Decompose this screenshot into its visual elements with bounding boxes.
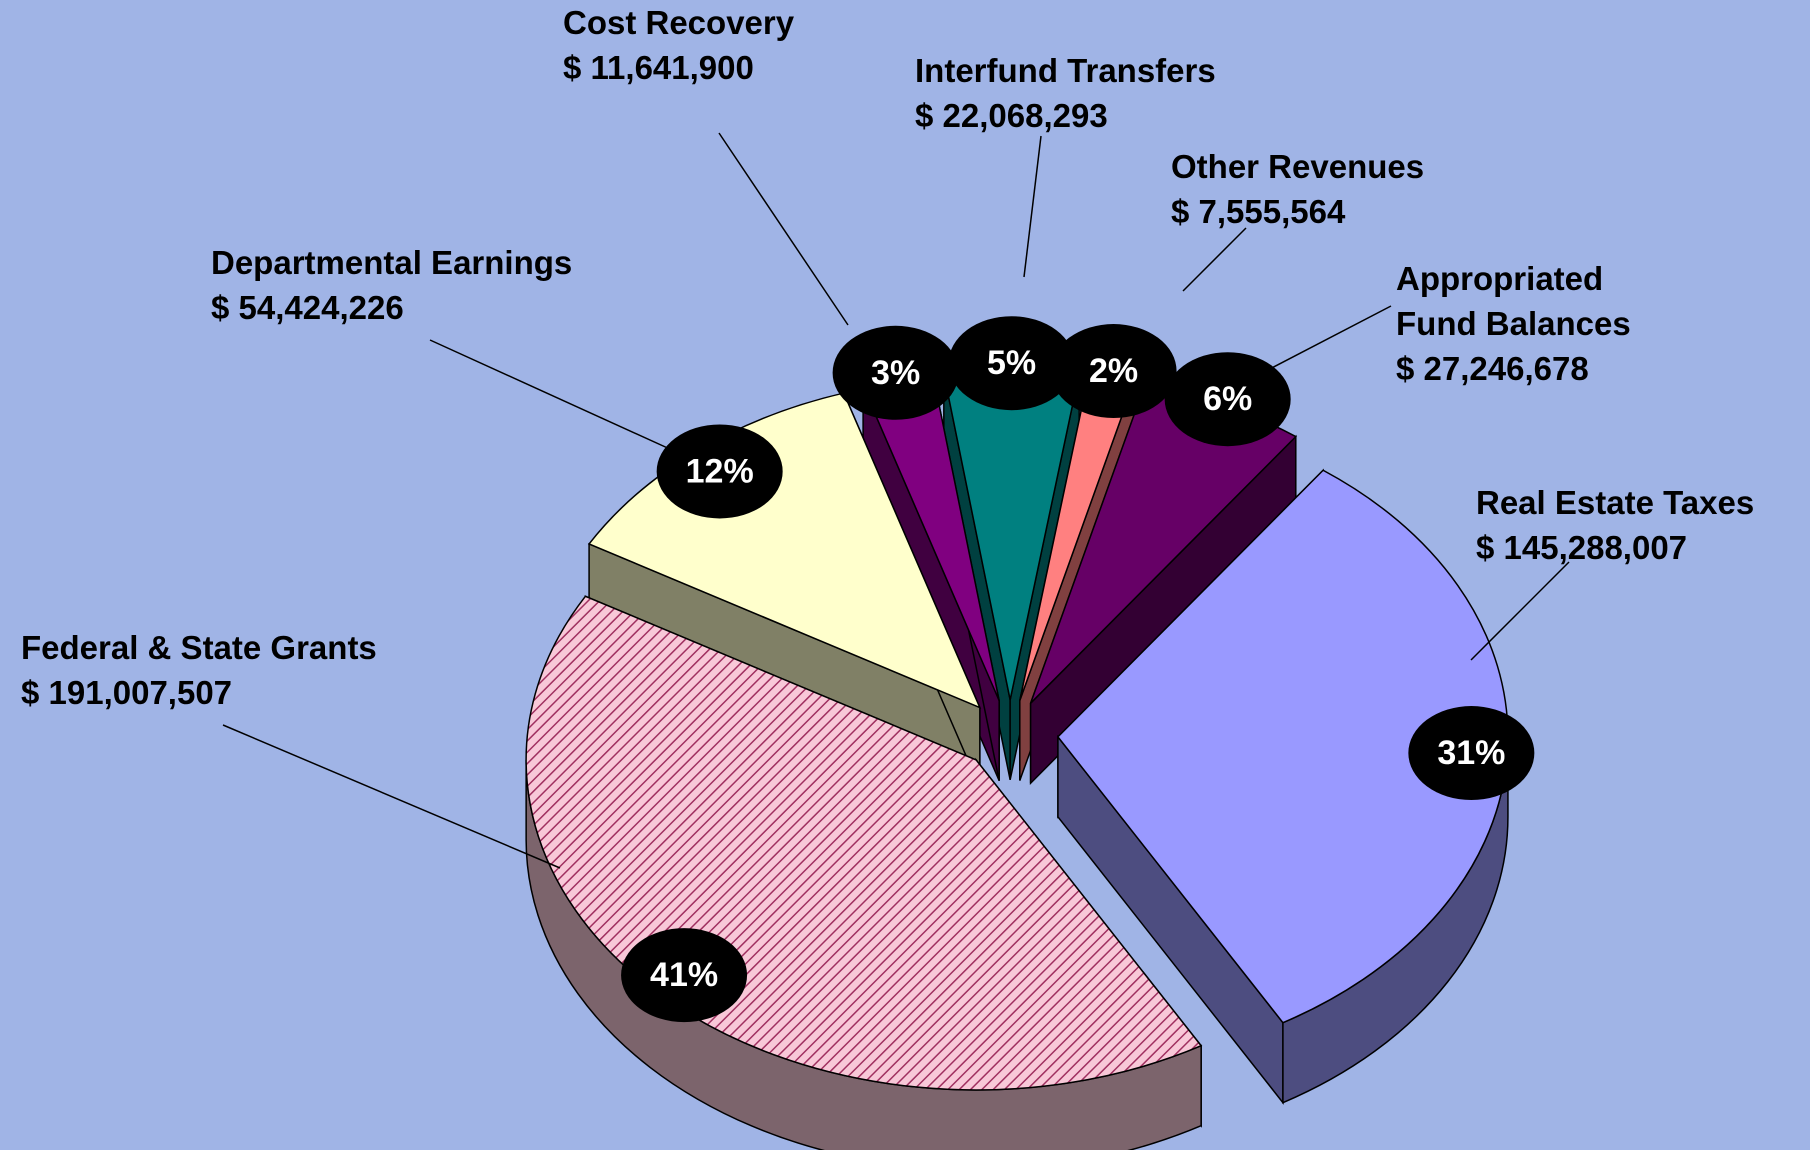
percent-label: 3% — [871, 354, 920, 392]
percent-badge — [832, 325, 959, 420]
leader-line — [1182, 227, 1247, 292]
callout: Real Estate Taxes $ 145,288,007 — [1476, 480, 1754, 570]
category-label: Departmental Earnings — [211, 244, 573, 281]
percent-label: 12% — [686, 452, 754, 490]
value-label: $ 11,641,900 — [563, 49, 754, 86]
callout: Departmental Earnings $ 54,424,226 — [211, 240, 572, 330]
leader-line — [1263, 305, 1392, 373]
percent-badge — [621, 928, 748, 1023]
slice — [1029, 383, 1298, 786]
callout: Interfund Transfers $ 22,068,293 — [915, 48, 1216, 138]
value-label: $ 7,555,564 — [1171, 193, 1346, 230]
percent-badge — [656, 424, 783, 519]
category-label: Federal & State Grants — [21, 629, 377, 666]
callout: Federal & State Grants $ 191,007,507 — [21, 625, 377, 715]
percent-badge — [948, 316, 1075, 411]
category-label: Real Estate Taxes — [1476, 484, 1755, 521]
leader-line — [1470, 561, 1570, 661]
category-label: Other Revenues — [1171, 148, 1425, 185]
percent-label: 2% — [1089, 352, 1138, 390]
percent-label: 41% — [650, 956, 718, 994]
callout: Other Revenues $ 7,555,564 — [1171, 144, 1424, 234]
value-label: $ 191,007,507 — [21, 674, 233, 711]
category-label: Cost Recovery — [563, 4, 795, 41]
callout: Cost Recovery $ 11,641,900 — [563, 0, 794, 90]
callout: Appropriated Fund Balances $ 27,246,678 — [1396, 256, 1631, 391]
category-label: Interfund Transfers — [915, 52, 1216, 89]
leader-line — [222, 724, 561, 869]
value-label: $ 54,424,226 — [211, 289, 404, 326]
leader-line — [1023, 135, 1042, 278]
value-label: $ 145,288,007 — [1476, 529, 1688, 566]
leader-line — [718, 132, 849, 326]
value-label: $ 22,068,293 — [915, 97, 1108, 134]
percent-label: 6% — [1203, 380, 1252, 418]
percent-label: 5% — [987, 344, 1036, 382]
category-label: Appropriated Fund Balances — [1396, 260, 1631, 342]
slice — [1056, 468, 1509, 1105]
percent-badge — [1050, 324, 1177, 419]
percent-label: 31% — [1437, 734, 1505, 772]
percent-badge — [1408, 706, 1535, 801]
leader-line — [429, 339, 673, 451]
percent-badge — [1164, 352, 1291, 447]
value-label: $ 27,246,678 — [1396, 350, 1589, 387]
